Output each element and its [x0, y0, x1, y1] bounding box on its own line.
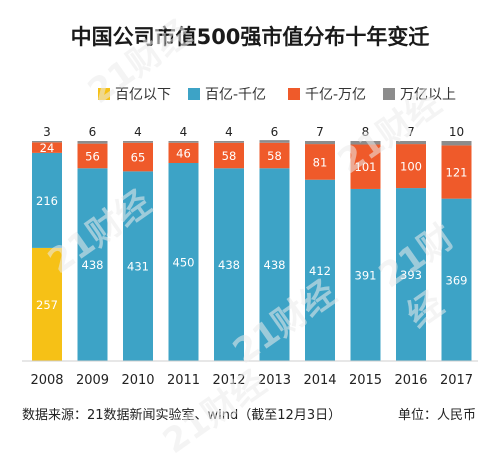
top-label-2011: 4: [180, 125, 188, 139]
top-label-2009: 6: [89, 125, 97, 139]
bar-2011-series-4: [168, 141, 199, 143]
x-tick-label-2008: 2008: [30, 373, 63, 388]
legend-swatch-4: [383, 88, 395, 100]
data-label-2008-series-3: 24: [40, 141, 55, 155]
bar-2015-series-2: [350, 188, 381, 361]
legend-label-4: 万亿以上: [400, 87, 456, 103]
data-label-2011-series-2: 450: [173, 256, 195, 270]
bar-2010-series-3: [123, 142, 153, 172]
top-label-2010: 4: [134, 125, 142, 139]
bar-2014-series-3: [305, 144, 335, 180]
top-label-2012: 4: [225, 125, 233, 139]
legend-label-1: 百亿以下: [115, 87, 171, 103]
x-tick-label-2015: 2015: [349, 373, 382, 388]
bar-2008-series-3: [32, 142, 62, 153]
bar-2012-series-4: [214, 141, 244, 143]
bar-2013-series-3: [259, 142, 290, 169]
bar-2017-series-4: [441, 141, 472, 146]
data-label-2016-series-3: 100: [400, 160, 422, 174]
data-label-2008-series-1: 257: [36, 298, 58, 312]
data-label-2014-series-3: 81: [313, 155, 328, 169]
data-label-2017-series-2: 369: [446, 273, 468, 287]
data-label-2014-series-2: 412: [309, 264, 331, 278]
bar-2012-series-3: [214, 142, 244, 169]
data-label-2017-series-3: 121: [446, 166, 468, 180]
data-label-2012-series-2: 438: [218, 258, 240, 272]
x-tick-label-2010: 2010: [121, 373, 154, 388]
bar-2009-series-3: [77, 143, 108, 169]
legend: 百亿以下 百亿-千亿 千亿-万亿 万亿以上: [98, 87, 456, 103]
bars: 257 216 24 3 438 56 6 431 65 4 450 46 4 438 58 4 438 58 6 4…: [32, 125, 472, 361]
x-tick-label-2013: 2013: [258, 373, 291, 388]
top-label-2016: 7: [407, 125, 415, 139]
data-label-2012-series-3: 58: [222, 149, 237, 163]
data-label-2013-series-2: 438: [264, 258, 286, 272]
bar-2009-series-2: [77, 168, 108, 361]
bar-2011-series-3: [168, 142, 199, 163]
source-note: 数据来源：21数据新闻实验室、wind（截至12月3日）: [22, 407, 341, 423]
bar-2016-series-3: [396, 144, 426, 189]
data-label-2009-series-2: 438: [82, 258, 104, 272]
bar-2008-series-4: [32, 141, 62, 143]
data-label-2013-series-3: 58: [267, 149, 282, 163]
top-label-2013: 6: [271, 125, 279, 139]
x-axis: 2008 2009 2010 2011 2012 2013 2014 2015 2016 2017: [30, 373, 473, 388]
top-label-2008: 3: [43, 125, 51, 139]
top-label-2014: 7: [316, 125, 324, 139]
bar-2010-series-4: [123, 141, 153, 143]
legend-swatch-3: [288, 88, 300, 100]
bar-2015-series-3: [350, 144, 381, 189]
unit-note: 单位：人民币: [398, 408, 476, 423]
data-label-2016-series-2: 393: [400, 268, 422, 282]
x-tick-label-2017: 2017: [440, 373, 473, 388]
chart-svg: 中国公司市值500强市值分布十年变迁 百亿以下 百亿-千亿 千亿-万亿 万亿以上 25…: [22, 25, 478, 423]
bar-2008-series-1: [32, 247, 62, 361]
bar-2014-series-4: [305, 141, 335, 145]
data-label-2015-series-3: 101: [355, 160, 377, 174]
top-label-2017: 10: [449, 125, 464, 139]
x-tick-label-2012: 2012: [212, 373, 245, 388]
bar-2015-series-4: [350, 141, 381, 145]
legend-swatch-2: [188, 88, 200, 100]
legend-label-2: 百亿-千亿: [205, 87, 266, 103]
bar-2009-series-4: [77, 141, 108, 144]
bar-2013-series-2: [259, 168, 290, 361]
bar-2017-series-2: [441, 198, 472, 361]
bar-2008-series-2: [32, 152, 62, 248]
x-tick-label-2016: 2016: [394, 373, 427, 388]
x-tick-label-2011: 2011: [167, 373, 200, 388]
chart-title: 中国公司市值500强市值分布十年变迁: [71, 25, 430, 49]
bar-2011-series-2: [168, 163, 199, 361]
bar-2012-series-2: [214, 168, 244, 361]
chart-root: 中国公司市值500强市值分布十年变迁 百亿以下 百亿-千亿 千亿-万亿 万亿以上 25…: [22, 13, 478, 462]
bar-2016-series-4: [396, 141, 426, 145]
legend-label-3: 千亿-万亿: [305, 87, 366, 103]
data-label-2010-series-3: 65: [131, 151, 146, 165]
bar-2016-series-2: [396, 188, 426, 361]
bar-2010-series-2: [123, 171, 153, 361]
legend-swatch-1: [98, 88, 110, 100]
bar-2014-series-2: [305, 179, 335, 361]
bar-2013-series-4: [259, 140, 290, 143]
data-label-2008-series-2: 216: [36, 194, 58, 208]
top-label-2015: 8: [362, 125, 370, 139]
data-label-2015-series-2: 391: [355, 268, 377, 282]
data-label-2010-series-2: 431: [127, 260, 149, 274]
bar-2017-series-3: [441, 145, 472, 199]
x-tick-label-2009: 2009: [76, 373, 109, 388]
data-label-2009-series-3: 56: [85, 149, 100, 163]
x-tick-label-2014: 2014: [303, 373, 336, 388]
data-label-2011-series-3: 46: [176, 146, 191, 160]
